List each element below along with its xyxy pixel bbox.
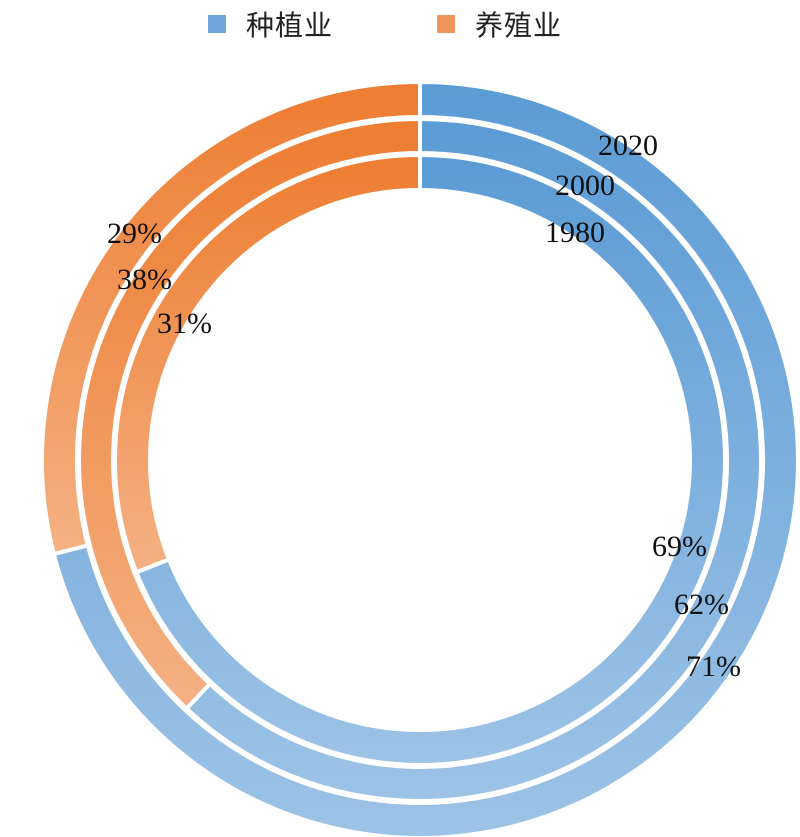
donut-labels: 1980 2000 2020 69% 31% 62% 38% 71% 29% bbox=[107, 129, 741, 683]
donut-slices bbox=[40, 79, 800, 837]
slice-1980-planting bbox=[133, 152, 727, 767]
pct-label-2020-breeding: 29% bbox=[107, 217, 162, 250]
legend-label-breeding: 养殖业 bbox=[475, 9, 563, 42]
pct-label-1980-planting: 69% bbox=[652, 530, 707, 563]
slice-2020-planting bbox=[51, 79, 800, 837]
pct-label-2000-planting: 62% bbox=[674, 588, 729, 621]
legend-label-planting: 种植业 bbox=[246, 9, 334, 42]
pct-label-1980-breeding: 31% bbox=[157, 307, 212, 340]
year-label-2020: 2020 bbox=[598, 129, 658, 162]
legend-swatch-breeding bbox=[437, 15, 455, 33]
pct-label-2000-breeding: 38% bbox=[117, 263, 172, 296]
slice-2000-planting bbox=[183, 116, 763, 803]
year-label-2000: 2000 bbox=[555, 169, 615, 202]
legend: 种植业 养殖业 bbox=[0, 0, 800, 44]
legend-item-planting: 种植业 bbox=[208, 4, 333, 44]
pct-label-2020-planting: 71% bbox=[686, 650, 741, 683]
year-label-1980: 1980 bbox=[545, 216, 605, 249]
legend-swatch-planting bbox=[208, 15, 226, 33]
legend-item-breeding: 养殖业 bbox=[437, 4, 562, 44]
slice-2020-breeding bbox=[40, 79, 422, 557]
